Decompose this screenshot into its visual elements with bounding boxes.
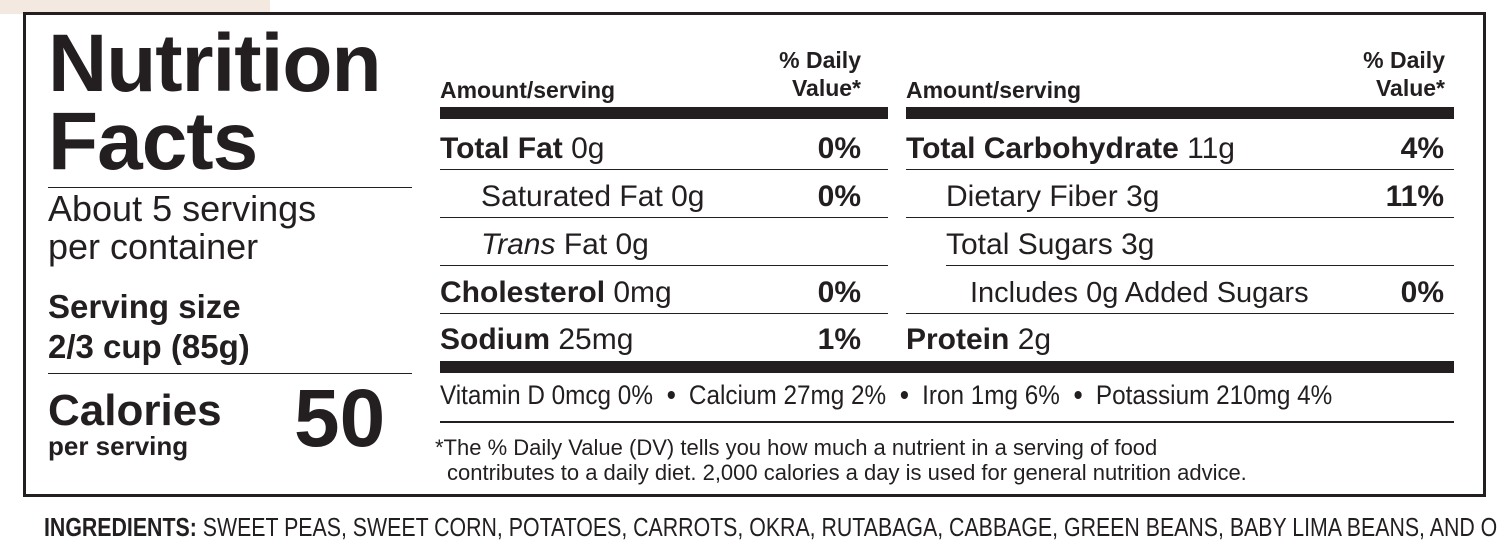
divider: [48, 187, 412, 188]
nutrient-row-cholesterol: Cholesterol 0mg: [440, 276, 672, 310]
divider: [440, 265, 888, 266]
servings-per-container: About 5 servings per container: [48, 190, 316, 266]
divider: [440, 313, 888, 314]
title-line-2: Facts: [48, 96, 258, 187]
footnote: *The % Daily Value (DV) tells you how mu…: [435, 435, 1247, 485]
nutrient-amount: 0g: [571, 132, 605, 165]
nutrient-amount: 0g: [671, 180, 705, 213]
serving-size-value: 2/3 cup (85g): [48, 328, 250, 365]
divider: [906, 313, 1454, 314]
nutrient-amount: 25mg: [558, 323, 634, 356]
nutrient-row-added-sugars: Includes 0g Added Sugars: [970, 277, 1309, 309]
nutrient-row-total-sugars: Total Sugars 3g: [946, 228, 1154, 262]
thick-rule: [440, 107, 888, 119]
title-line-1: Nutrition: [48, 18, 382, 109]
vitamin-item: Iron 1mg 6%: [922, 380, 1060, 410]
nutrient-name: Total Carbohydrate: [906, 132, 1179, 165]
servings-line-1: About 5 servings: [48, 188, 317, 229]
nutrient-name: Saturated Fat: [481, 180, 663, 213]
calories-value: 50: [294, 373, 386, 464]
dv-header-line-1: % Daily: [1363, 47, 1445, 73]
vitamins-row: Vitamin D 0mcg 0% Calcium 27mg 2% Iron 1mg…: [440, 380, 1332, 411]
nutrient-row-sodium: Sodium 25mg: [440, 323, 633, 357]
nutrient-row-total-carbohydrate: Total Carbohydrate 11g: [906, 132, 1235, 166]
thick-rule: [906, 107, 1454, 119]
nutrient-amount: 11g: [1187, 132, 1235, 165]
left-amount-header: Amount/serving: [440, 77, 616, 103]
dv-header-line-2: Value*: [791, 75, 861, 101]
nutrient-amount: 2g: [1017, 323, 1052, 356]
footnote-line-2: contributes to a daily diet. 2,000 calor…: [447, 460, 1247, 485]
nutrient-amount: 0mg: [613, 276, 672, 309]
nutrient-amount: 3g: [1126, 180, 1160, 213]
nutrient-dv: 0%: [817, 276, 861, 309]
nutrient-name: Cholesterol: [440, 276, 606, 309]
ingredients: INGREDIENTS: SWEET PEAS, SWEET CORN, POT…: [44, 512, 1497, 543]
nutrient-dv: 11%: [1385, 180, 1444, 213]
ingredients-text: SWEET PEAS, SWEET CORN, POTATOES, CARROT…: [202, 512, 1497, 542]
left-dv-header: % Daily Value*: [726, 46, 861, 102]
nutrient-name: Protein: [906, 323, 1010, 356]
nutrient-amount: 3g: [1121, 228, 1155, 261]
nutrient-row-total-fat: Total Fat 0g: [440, 132, 605, 166]
nutrient-row-saturated-fat: Saturated Fat 0g: [481, 180, 705, 214]
servings-line-2: per container: [48, 226, 259, 267]
nutrient-name: Trans: [481, 228, 556, 261]
calories-sub-label: per serving: [48, 431, 189, 461]
nutrient-name: Dietary Fiber: [946, 180, 1118, 213]
divider: [48, 373, 412, 374]
divider: [906, 169, 1454, 170]
right-amount-header: Amount/serving: [906, 77, 1082, 103]
footnote-line-1: *The % Daily Value (DV) tells you how mu…: [435, 435, 1158, 460]
nutrient-dv: 0%: [817, 132, 861, 165]
label-title: Nutrition Facts: [48, 18, 382, 187]
nutrient-name: Total Sugars: [946, 228, 1113, 261]
nutrient-name: Total Fat: [440, 132, 563, 165]
nutrient-dv: 0%: [1400, 276, 1444, 309]
nutrient-name: Sodium: [440, 323, 550, 356]
vitamin-item: Calcium 27mg 2%: [688, 380, 887, 410]
nutrient-dv: 0%: [817, 180, 861, 213]
dv-header-line-2: Value*: [1375, 75, 1445, 101]
divider: [440, 217, 888, 218]
nutrient-row-dietary-fiber: Dietary Fiber 3g: [946, 180, 1159, 214]
nutrient-dv: 1%: [817, 323, 861, 356]
vitamin-item: Potassium 210mg 4%: [1095, 380, 1333, 410]
right-dv-header: % Daily Value*: [1306, 46, 1445, 102]
dv-header-line-1: % Daily: [779, 47, 861, 73]
thick-rule: [440, 361, 1454, 373]
nutrient-row-protein: Protein 2g: [906, 323, 1051, 357]
vitamin-item: Vitamin D 0mcg 0%: [440, 380, 653, 410]
nutrition-facts-panel: Nutrition Facts About 5 servings per con…: [23, 12, 1486, 497]
calories-label: Calories: [48, 386, 222, 435]
divider: [440, 169, 888, 170]
corner-tint: [0, 0, 270, 14]
divider: [906, 217, 1454, 218]
nutrient-amount: Fat 0g: [563, 228, 649, 261]
bullet-icon: [1074, 390, 1082, 399]
divider: [440, 421, 1454, 423]
bullet-icon: [900, 390, 908, 399]
nutrient-row-trans-fat: Trans Fat 0g: [481, 228, 649, 262]
serving-size: Serving size 2/3 cup (85g): [48, 287, 250, 367]
divider: [946, 265, 1454, 266]
ingredients-label: INGREDIENTS:: [44, 512, 197, 542]
serving-size-label: Serving size: [48, 288, 241, 325]
bullet-icon: [667, 390, 675, 399]
nutrient-dv: 4%: [1400, 132, 1444, 165]
